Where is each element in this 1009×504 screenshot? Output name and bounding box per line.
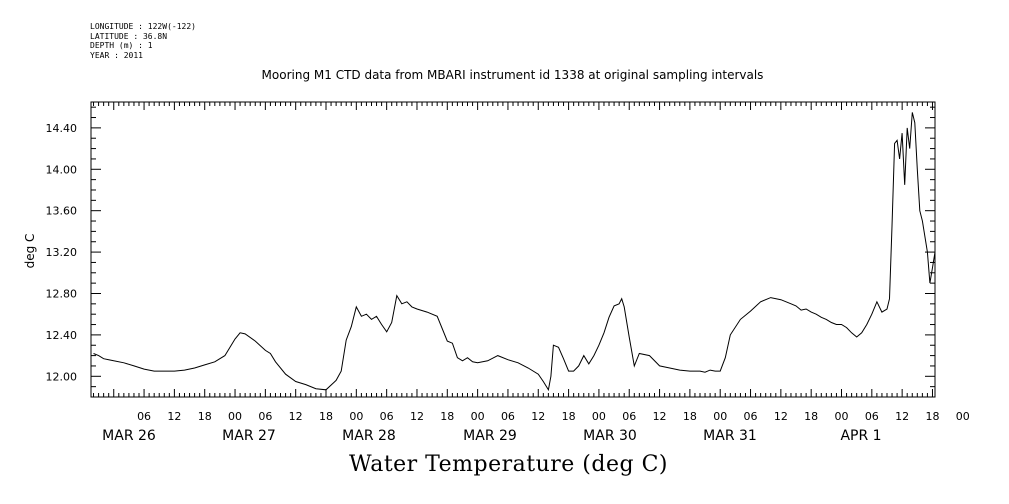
x-day-label: APR 1: [840, 428, 881, 444]
x-day-label: MAR 28: [342, 428, 396, 444]
x-axis-label: Water Temperature (deg C): [349, 452, 668, 477]
plot-frame: [90, 101, 936, 398]
x-day-label: MAR 30: [583, 428, 637, 444]
y-tick-label: 12.00: [46, 370, 78, 383]
x-tick-hour-label: 00: [471, 410, 485, 423]
x-tick-hour-label: 18: [440, 410, 454, 423]
x-tick-hour-label: 18: [925, 410, 939, 423]
x-tick-hour-label: 06: [744, 410, 758, 423]
x-day-label: MAR 31: [703, 428, 757, 444]
x-tick-hour-label: 06: [137, 410, 151, 423]
series-group: [93, 112, 936, 392]
series-line-water-temperature: [93, 112, 936, 392]
x-tick-hour-label: 18: [562, 410, 576, 423]
x-tick-hour-label: 12: [531, 410, 545, 423]
x-tick-hour-label: 06: [865, 410, 879, 423]
x-tick-hour-label: 00: [228, 410, 242, 423]
y-axis-label: deg C: [23, 234, 37, 269]
x-day-label: MAR 27: [222, 428, 276, 444]
x-tick-hour-label: 06: [622, 410, 636, 423]
metadata-block: LONGITUDE : 122W(-122) LATITUDE : 36.8N …: [90, 22, 196, 60]
y-tick-label: 12.40: [46, 329, 78, 342]
x-tick-hour-label: 18: [683, 410, 697, 423]
meta-latitude: LATITUDE : 36.8N: [90, 31, 168, 41]
meta-year: YEAR : 2011: [90, 50, 143, 60]
y-tick-label: 14.00: [46, 163, 78, 176]
x-tick-hour-label: 00: [713, 410, 727, 423]
y-tick-label: 13.20: [46, 246, 78, 259]
chart-title: Mooring M1 CTD data from MBARI instrumen…: [261, 68, 764, 82]
x-tick-hour-label: 12: [895, 410, 909, 423]
x-day-label: MAR 26: [102, 428, 156, 444]
x-day-label: MAR 29: [463, 428, 517, 444]
x-tick-hour-label: 00: [835, 410, 849, 423]
x-tick-hour-label: 00: [349, 410, 363, 423]
x-tick-hour-label: 06: [501, 410, 515, 423]
x-tick-hour-label: 06: [380, 410, 394, 423]
x-tick-hour-label: 12: [289, 410, 303, 423]
x-tick-hour-label: 12: [774, 410, 788, 423]
x-tick-hour-label: 00: [956, 410, 970, 423]
y-tick-label: 13.60: [46, 205, 78, 218]
x-tick-hour-label: 12: [653, 410, 667, 423]
y-tick-label: 14.40: [46, 122, 78, 135]
x-tick-hour-label: 12: [167, 410, 181, 423]
y-axis-ticks: 12.00 12.40 12.80 13.20 13.60 14.00 14.40: [46, 106, 935, 398]
x-axis-ticks: 06 12 18 00 06 12 18 00 06 12 18 00 06 12 18 00 06 12 18 00…: [93, 102, 970, 444]
plot-axes: [90, 101, 936, 398]
meta-depth: DEPTH (m) : 1: [90, 41, 153, 50]
x-tick-hour-label: 18: [804, 410, 818, 423]
y-tick-label: 12.80: [46, 287, 78, 300]
x-tick-hour-label: 18: [198, 410, 212, 423]
x-tick-hour-label: 12: [410, 410, 424, 423]
x-tick-hour-label: 18: [319, 410, 333, 423]
x-tick-hour-label: 06: [258, 410, 272, 423]
meta-longitude: LONGITUDE : 122W(-122): [90, 22, 196, 31]
x-tick-hour-label: 00: [592, 410, 606, 423]
